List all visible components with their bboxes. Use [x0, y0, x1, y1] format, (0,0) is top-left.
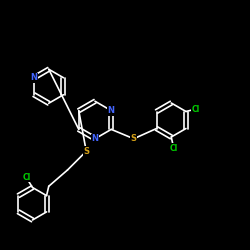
Text: S: S	[131, 134, 137, 143]
Text: Cl: Cl	[192, 104, 200, 114]
Text: N: N	[30, 73, 38, 82]
Text: N: N	[108, 106, 115, 115]
Text: Cl: Cl	[22, 173, 30, 182]
Text: N: N	[92, 134, 98, 143]
Text: S: S	[83, 147, 89, 156]
Text: Cl: Cl	[170, 144, 178, 153]
